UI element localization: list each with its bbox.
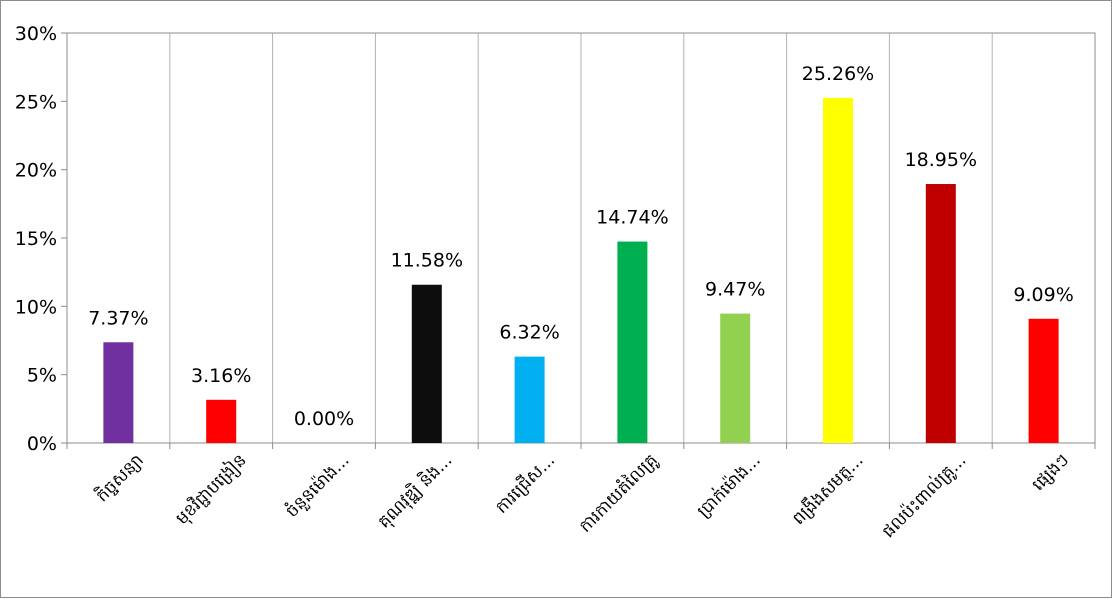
category-label: ប្រាក់ម៉ោង... bbox=[692, 449, 765, 522]
category-label: ពង្រឹងសមត្ថ... bbox=[787, 449, 867, 529]
y-tick-label: 0% bbox=[27, 433, 57, 455]
data-label: 11.58% bbox=[391, 250, 463, 272]
category-label: មុខវិជ្ជាបង្រៀន bbox=[171, 449, 252, 530]
category-label: កិច្ចសន្យា bbox=[91, 449, 148, 506]
data-label: 9.47% bbox=[705, 279, 765, 301]
bar bbox=[411, 284, 442, 443]
data-label: 0.00% bbox=[294, 408, 354, 430]
category-label: គុណវុឌ្ឍិ និង... bbox=[373, 449, 457, 533]
y-tick-label: 15% bbox=[15, 228, 57, 250]
category-label: ចំនួនម៉ោង... bbox=[281, 449, 355, 523]
y-tick-label: 10% bbox=[15, 296, 57, 318]
bar bbox=[206, 399, 237, 443]
category-label: ផ្សេងៗ bbox=[1028, 450, 1073, 495]
y-tick-label: 25% bbox=[15, 91, 57, 113]
bar bbox=[720, 313, 751, 443]
data-label: 14.74% bbox=[596, 207, 668, 229]
data-label: 3.16% bbox=[191, 365, 251, 387]
y-tick-label: 20% bbox=[15, 160, 57, 182]
category-label: ការជ្រើស... bbox=[490, 449, 559, 518]
data-label: 25.26% bbox=[802, 63, 874, 85]
data-label: 6.32% bbox=[499, 322, 559, 344]
bar bbox=[617, 241, 648, 443]
bar bbox=[1028, 318, 1059, 443]
y-tick-label: 5% bbox=[27, 365, 57, 387]
bar bbox=[925, 184, 956, 443]
category-label: ការកាយតំលៃគ្រូ bbox=[574, 449, 663, 538]
data-label: 9.09% bbox=[1013, 284, 1073, 306]
bar bbox=[823, 97, 853, 443]
data-label: 18.95% bbox=[905, 149, 977, 171]
bar bbox=[103, 342, 134, 443]
plot-area: 0% 5% 10% 15% 20% 25% 30% 7.37% កិច្ចសន្យា 3.16% ម… bbox=[15, 23, 1096, 543]
data-label: 7.37% bbox=[88, 307, 148, 329]
y-tick-label: 30% bbox=[15, 23, 57, 45]
bar bbox=[514, 356, 545, 443]
category-label: ផលប៉ះពាល់គ្រូ... bbox=[877, 449, 971, 543]
